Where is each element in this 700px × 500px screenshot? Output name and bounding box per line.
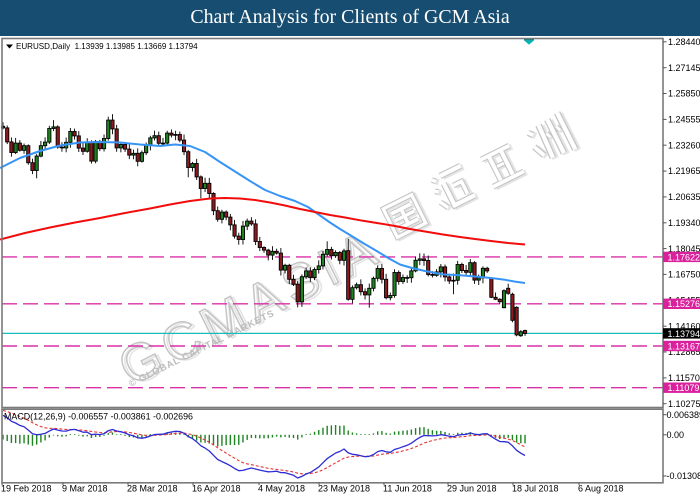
svg-text:1.14160: 1.14160 [668,321,700,331]
svg-text:1.27145: 1.27145 [668,63,700,73]
svg-text:6 Aug 2018: 6 Aug 2018 [578,484,624,494]
svg-text:4 May 2018: 4 May 2018 [258,484,305,494]
svg-text:1.11570: 1.11570 [668,373,700,383]
svg-text:9 Mar 2018: 9 Mar 2018 [62,484,108,494]
svg-text:-0.013089: -0.013089 [667,471,700,481]
svg-text:11 Jun 2018: 11 Jun 2018 [383,484,432,494]
svg-text:1.12865: 1.12865 [668,347,700,357]
svg-text:1.20635: 1.20635 [668,192,700,202]
svg-text:23 May 2018: 23 May 2018 [318,484,370,494]
svg-text:MACD(12,26,9) -0.006557 -0.003: MACD(12,26,9) -0.006557 -0.003861 -0.002… [4,412,193,422]
svg-text:18 Jul 2018: 18 Jul 2018 [512,484,559,494]
svg-text:1.13794: 1.13794 [668,329,700,339]
svg-text:1.23260: 1.23260 [668,140,700,150]
svg-text:1.18045: 1.18045 [668,244,700,254]
svg-text:EURUSD,Daily 1.13939 1.13985: EURUSD,Daily 1.13939 1.13985 1.13669 1.1… [16,42,198,51]
svg-text:1.24555: 1.24555 [668,115,700,125]
svg-text:1.15276: 1.15276 [668,299,700,309]
svg-text:28 Mar 2018: 28 Mar 2018 [127,484,178,494]
svg-text:1.28440: 1.28440 [668,37,700,47]
svg-text:1.19340: 1.19340 [668,218,700,228]
svg-text:1.10275: 1.10275 [668,399,700,409]
svg-text:1.21965: 1.21965 [668,166,700,176]
svg-text:1.17622: 1.17622 [668,252,700,262]
svg-text:1.13167: 1.13167 [668,341,700,351]
svg-text:1.11079: 1.11079 [668,383,700,393]
svg-text:0.006389: 0.006389 [667,410,700,420]
svg-text:1.16750: 1.16750 [668,270,700,280]
svg-text:0.00: 0.00 [667,430,685,440]
svg-text:16 Apr 2018: 16 Apr 2018 [192,484,241,494]
svg-text:29 Jun 2018: 29 Jun 2018 [447,484,497,494]
svg-text:19 Feb 2018: 19 Feb 2018 [1,484,52,494]
svg-text:1.25850: 1.25850 [668,89,700,99]
